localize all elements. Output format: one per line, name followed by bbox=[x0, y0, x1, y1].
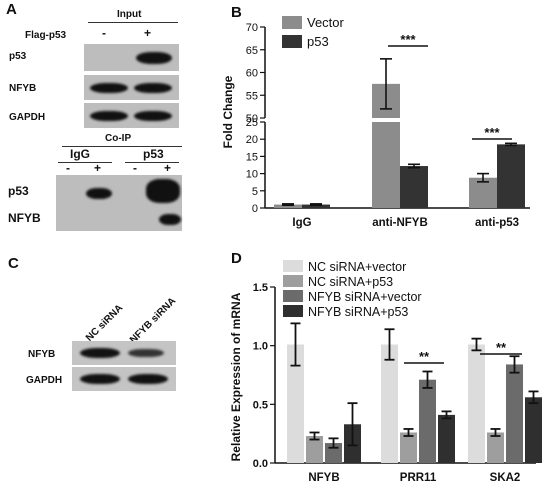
x-tick-label: anti-NFYB bbox=[372, 217, 428, 229]
bar bbox=[372, 122, 400, 208]
y-tick-label: 60 bbox=[246, 68, 258, 80]
panel-b-letter: B bbox=[231, 4, 242, 21]
bar bbox=[302, 204, 330, 208]
x-tick-label: IgG bbox=[292, 217, 311, 229]
band bbox=[128, 374, 168, 384]
blot-nfyb-input bbox=[84, 75, 179, 100]
blot-label-nfyb-input: NFYB bbox=[9, 83, 37, 94]
coip-title: Co-IP bbox=[105, 133, 132, 144]
flag-minus: - bbox=[102, 26, 106, 40]
bar bbox=[469, 177, 497, 208]
ip-p53-underline bbox=[125, 162, 179, 163]
blot-label-p53-coip: p53 bbox=[8, 184, 29, 198]
band bbox=[80, 348, 120, 358]
band bbox=[128, 349, 164, 357]
blot-nfyb-coip bbox=[56, 207, 182, 231]
blot-label-p53-input: p53 bbox=[9, 51, 27, 62]
significance-stars: *** bbox=[400, 32, 416, 47]
band bbox=[136, 52, 172, 64]
y-tick-label: 15 bbox=[246, 151, 258, 163]
bar bbox=[497, 144, 525, 208]
blot-p53-coip bbox=[56, 175, 182, 207]
legend-label: p53 bbox=[307, 34, 329, 49]
panel-d-letter: D bbox=[231, 250, 242, 267]
ip-group-igg: IgG bbox=[70, 147, 90, 161]
panel-a-letter: A bbox=[6, 1, 17, 18]
y-tick-label: 65 bbox=[246, 45, 258, 57]
y-tick-label: 5 bbox=[252, 186, 258, 198]
coip-underline bbox=[62, 146, 182, 147]
blot-gapdh-c bbox=[72, 367, 176, 391]
panel-c-letter: C bbox=[8, 255, 19, 272]
band bbox=[134, 111, 172, 121]
ip-sign: + bbox=[164, 161, 172, 175]
bar bbox=[400, 166, 428, 208]
band bbox=[90, 83, 128, 93]
blot-nfyb-c bbox=[72, 341, 176, 365]
y-tick-label: 50 bbox=[246, 113, 258, 125]
blot-label-gapdh-input: GAPDH bbox=[9, 112, 46, 123]
band bbox=[134, 83, 172, 93]
band bbox=[146, 179, 180, 203]
x-tick-label: anti-p53 bbox=[475, 217, 519, 229]
y-tick-label: 10 bbox=[246, 169, 258, 181]
band bbox=[86, 188, 112, 199]
y-tick-label: 20 bbox=[246, 134, 258, 146]
significance-stars: *** bbox=[484, 125, 500, 140]
legend-swatch bbox=[282, 16, 302, 29]
bar bbox=[274, 204, 302, 208]
input-underline bbox=[88, 22, 178, 23]
blot-gapdh-input bbox=[84, 103, 179, 128]
ip-igg-underline bbox=[58, 162, 112, 163]
y-axis-label: Fold Change bbox=[221, 75, 235, 148]
band bbox=[159, 214, 181, 225]
flag-plus: + bbox=[144, 26, 152, 40]
input-title: Input bbox=[117, 9, 142, 20]
band bbox=[80, 374, 120, 384]
legend-swatch bbox=[282, 35, 302, 48]
legend-label: Vector bbox=[307, 15, 345, 30]
blot-label-gapdh-c: GAPDH bbox=[26, 375, 63, 386]
ip-sign: - bbox=[66, 161, 70, 175]
ip-group-p53: p53 bbox=[143, 147, 164, 161]
ip-sign: + bbox=[94, 161, 102, 175]
blot-p53-input bbox=[84, 44, 179, 71]
y-tick-label: 0 bbox=[252, 203, 258, 215]
band bbox=[90, 111, 128, 121]
blot-label-nfyb-coip: NFYB bbox=[8, 211, 41, 225]
flag-p53-label: Flag-p53 bbox=[25, 30, 67, 41]
y-tick-label: 70 bbox=[246, 22, 258, 34]
ip-sign: - bbox=[133, 161, 137, 175]
blot-label-nfyb-c: NFYB bbox=[28, 349, 56, 360]
y-tick-label: 55 bbox=[246, 90, 258, 102]
y-tick-label: 25 bbox=[246, 117, 258, 129]
